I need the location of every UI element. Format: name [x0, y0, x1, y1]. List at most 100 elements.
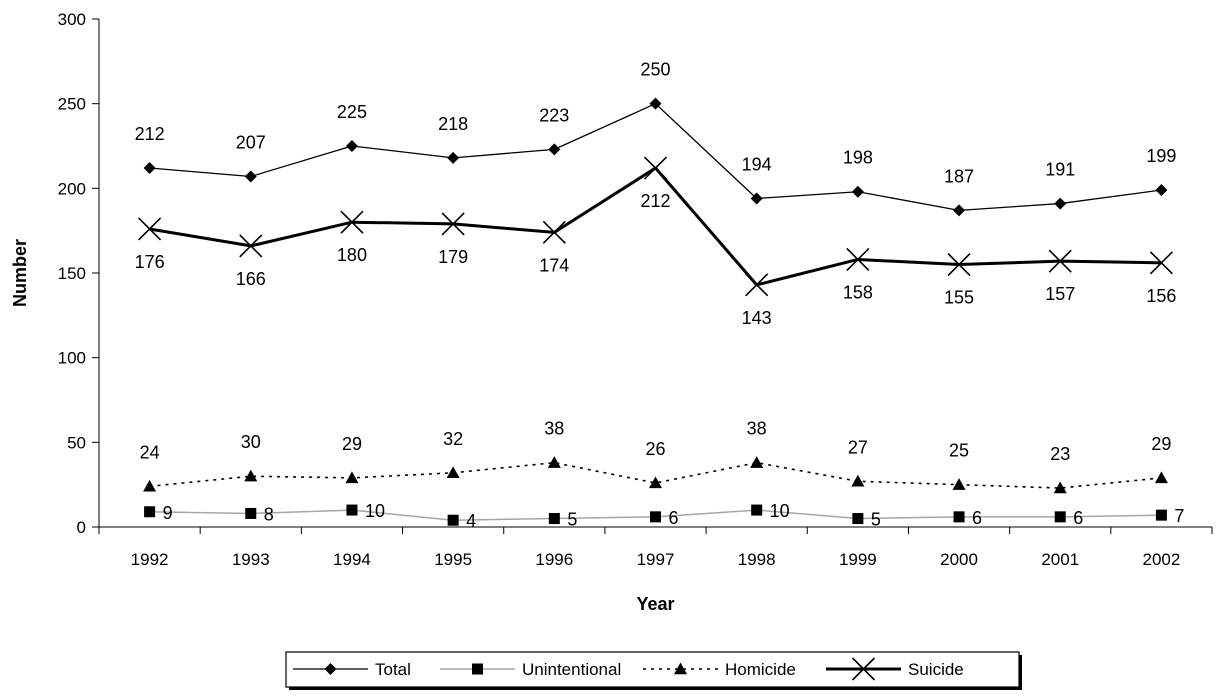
- point-homicide: [952, 478, 966, 490]
- data-label-suicide: 156: [1146, 286, 1176, 306]
- point-total: [1054, 197, 1067, 210]
- data-label-unintentional: 5: [871, 510, 881, 530]
- x-marker-stroke: [846, 247, 870, 272]
- point-unintentional: [751, 504, 763, 516]
- data-label-homicide: 27: [848, 437, 868, 457]
- x-marker-stroke: [138, 217, 162, 241]
- point-unintentional: [852, 513, 864, 525]
- point-homicide: [345, 471, 359, 484]
- x-marker-stroke: [542, 220, 566, 244]
- legend-marker-homicide: [674, 662, 687, 675]
- data-label-unintentional: 6: [972, 508, 982, 528]
- legend-item-total: Total: [293, 660, 411, 679]
- point-homicide: [547, 456, 561, 468]
- point-total: [750, 192, 763, 205]
- legend-marker-total: [324, 663, 337, 675]
- series-line-homicide: [149, 461, 1162, 489]
- point-suicide: [643, 156, 668, 180]
- data-label-total: 250: [640, 60, 670, 80]
- y-tick-label: 50: [67, 433, 86, 452]
- data-label-total: 199: [1146, 146, 1176, 166]
- x-tick-label: 2000: [940, 550, 978, 569]
- y-tick-label: 100: [58, 349, 86, 368]
- data-label-unintentional: 10: [770, 501, 790, 521]
- point-homicide: [244, 469, 258, 482]
- y-tick-label: 200: [58, 179, 86, 198]
- data-label-suicide: 212: [640, 191, 670, 211]
- x-axis-title: Year: [636, 594, 674, 614]
- y-axis-title: Number: [10, 239, 30, 307]
- point-homicide: [649, 476, 662, 489]
- point-total: [447, 151, 460, 164]
- point-total: [345, 140, 358, 152]
- series-homicide: [143, 456, 1168, 494]
- point-total: [143, 162, 156, 175]
- legend: Total Unintentional Homicide Suicide: [285, 651, 1022, 690]
- legend-label-total: Total: [375, 660, 411, 679]
- series-line-suicide: [149, 166, 1162, 287]
- series-layer: [138, 97, 1173, 526]
- data-label-unintentional: 5: [567, 510, 577, 530]
- point-homicide: [1154, 471, 1168, 484]
- data-label-total: 212: [135, 124, 165, 144]
- legend-label-unintentional: Unintentional: [522, 660, 621, 679]
- point-unintentional: [1054, 511, 1066, 523]
- data-labels: 212 207 225 218 223 250 194 198 187 191 199 9 8 10 4 5 6…: [135, 60, 1185, 532]
- point-total: [649, 97, 662, 110]
- point-unintentional: [346, 504, 358, 516]
- data-label-unintentional: 10: [365, 501, 385, 521]
- point-homicide: [446, 466, 460, 479]
- legend-label-suicide: Suicide: [908, 660, 964, 679]
- x-marker-stroke: [947, 252, 971, 277]
- data-label-unintentional: 6: [669, 508, 679, 528]
- point-unintentional: [650, 511, 661, 523]
- data-label-homicide: 29: [342, 434, 362, 454]
- point-suicide: [1048, 249, 1072, 273]
- x-marker-stroke: [239, 234, 263, 258]
- data-label-unintentional: 4: [466, 511, 476, 531]
- point-unintentional: [1155, 509, 1167, 521]
- x-tick-label: 1999: [839, 550, 877, 569]
- point-suicide: [441, 212, 465, 236]
- point-homicide: [1053, 481, 1067, 494]
- data-label-unintentional: 9: [163, 503, 173, 523]
- point-unintentional: [144, 506, 156, 518]
- data-label-total: 207: [236, 132, 266, 152]
- x-tick-label: 1993: [232, 550, 270, 569]
- data-label-homicide: 38: [747, 419, 767, 439]
- point-suicide: [542, 220, 566, 244]
- point-suicide: [846, 247, 870, 272]
- data-label-homicide: 24: [140, 442, 160, 462]
- data-label-suicide: 174: [539, 255, 569, 275]
- point-homicide: [851, 474, 865, 487]
- data-label-total: 191: [1045, 160, 1075, 180]
- y-tick-label: 300: [58, 10, 86, 29]
- legend-item-homicide: Homicide: [643, 660, 796, 679]
- data-label-homicide: 26: [645, 439, 665, 459]
- x-tick-label: 1997: [637, 550, 675, 569]
- series-total: [143, 97, 1168, 217]
- data-label-total: 218: [438, 114, 468, 134]
- data-label-total: 198: [843, 148, 873, 168]
- legend-marker-unintentional: [472, 663, 483, 675]
- point-suicide: [239, 234, 263, 258]
- data-label-suicide: 158: [843, 282, 873, 302]
- data-label-homicide: 38: [544, 419, 564, 439]
- legend-label-homicide: Homicide: [725, 660, 796, 679]
- y-tick-label: 0: [77, 518, 86, 537]
- x-tick-label: 2001: [1041, 550, 1079, 569]
- x-marker-stroke: [851, 657, 876, 681]
- x-tick-label: 1995: [434, 550, 472, 569]
- data-label-homicide: 23: [1050, 444, 1070, 464]
- point-unintentional: [953, 511, 965, 523]
- data-label-total: 194: [742, 154, 772, 174]
- data-label-unintentional: 6: [1073, 508, 1083, 528]
- data-label-unintentional: 7: [1174, 506, 1184, 526]
- point-total: [851, 185, 864, 198]
- x-marker-stroke: [441, 212, 465, 236]
- legend-item-unintentional: Unintentional: [440, 660, 621, 679]
- data-label-homicide: 30: [241, 432, 261, 452]
- point-suicide: [138, 217, 162, 241]
